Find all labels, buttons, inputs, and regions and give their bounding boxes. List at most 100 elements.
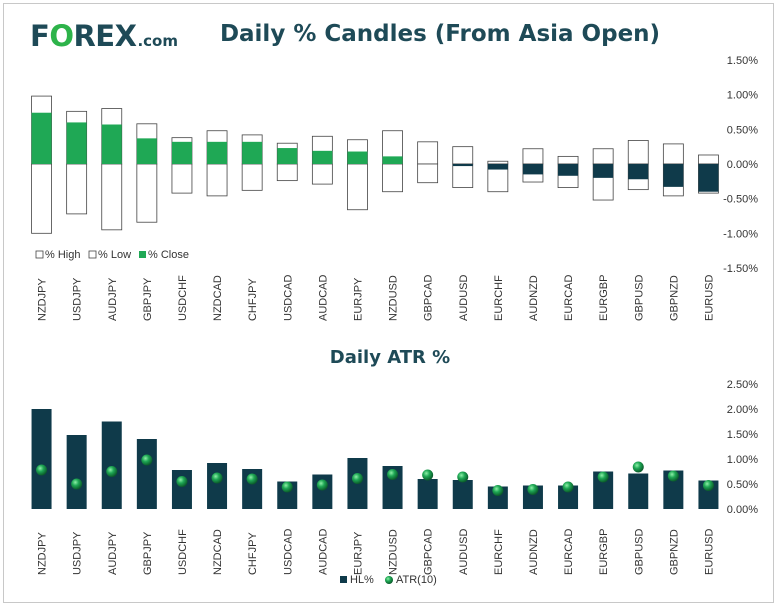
candle-low-bar — [171, 163, 193, 194]
candle-close-bar — [136, 138, 157, 164]
atr-x-label: GBPCAD — [423, 528, 435, 575]
atr-hl-bar — [101, 421, 122, 509]
candles-y-tick: -0.50% — [723, 194, 758, 206]
atr-y-tick: 1.00% — [727, 454, 758, 466]
atr-x-label: GBPUSD — [633, 528, 645, 575]
candles-x-label: EURCHF — [493, 275, 505, 321]
atr-x-label: EURGBP — [598, 529, 610, 575]
candle-high-bar — [487, 160, 509, 165]
atr-x-label: AUDCAD — [317, 528, 329, 575]
logo-pre: F — [30, 19, 50, 53]
atr-marker — [36, 464, 48, 476]
atr-marker — [422, 469, 434, 481]
candles-y-tick: 0.50% — [727, 124, 758, 136]
candle-close-bar — [171, 141, 192, 164]
candle-high-bar — [662, 143, 684, 165]
legend-high-swatch — [35, 250, 44, 259]
forex-logo: FOREX.com — [30, 18, 178, 54]
candles-y-tick: 1.50% — [727, 55, 758, 67]
atr-y-tick: 2.50% — [727, 379, 758, 391]
candle-low-bar — [241, 163, 263, 191]
candles-x-label: EURGBP — [598, 275, 610, 321]
candles-x-label: GBPJPY — [142, 277, 154, 321]
atr-marker — [457, 471, 469, 483]
candle-low-bar — [382, 163, 403, 193]
candle-low-bar — [206, 163, 228, 197]
atr-marker — [597, 471, 609, 483]
candle-close-bar — [312, 150, 333, 164]
candle-high-bar — [557, 155, 579, 165]
candle-high-bar — [522, 148, 544, 165]
legend-low-label: % Low — [98, 249, 131, 261]
candle-low-bar — [276, 163, 298, 182]
candle-high-bar — [698, 154, 719, 165]
candle-close-bar — [452, 164, 473, 167]
candle-close-bar — [101, 124, 122, 164]
candle-high-bar — [452, 146, 474, 165]
candles-x-label: GBPNZD — [668, 275, 680, 321]
candle-close-bar — [242, 141, 263, 164]
candle-high-bar — [627, 140, 649, 165]
atr-marker — [527, 484, 539, 495]
logo-post: REX — [73, 19, 137, 53]
atr-marker — [106, 466, 118, 477]
atr-x-label: USDCAD — [282, 528, 294, 575]
legend-close-label: % Close — [148, 249, 189, 261]
candle-close-bar — [487, 164, 508, 170]
atr-marker — [141, 454, 153, 466]
atr-marker — [246, 473, 258, 485]
atr-y-tick: 1.50% — [727, 429, 758, 441]
candle-close-bar — [558, 164, 579, 176]
atr-marker — [702, 480, 714, 491]
candle-low-bar — [311, 163, 333, 185]
atr-marker — [281, 481, 293, 493]
atr-x-label: EURJPY — [352, 531, 364, 575]
candle-close-bar — [277, 148, 298, 164]
candle-high-bar — [592, 148, 614, 165]
atr-marker — [351, 473, 363, 484]
candle-low-bar — [347, 163, 368, 211]
atr-marker — [492, 485, 504, 496]
candles-x-label: CHFJPY — [247, 278, 259, 321]
atr-hl-bar — [558, 485, 579, 509]
legend-low-swatch — [88, 250, 97, 259]
atr-hl-bar — [207, 463, 228, 509]
candle-high-bar — [417, 141, 439, 165]
candles-x-label: EURJPY — [352, 277, 364, 321]
atr-x-label: NZDCAD — [212, 529, 224, 575]
atr-hl-bar — [171, 470, 192, 509]
atr-hl-bar — [452, 480, 473, 509]
atr-marker — [176, 476, 188, 487]
candles-x-label: GBPCAD — [423, 274, 435, 321]
atr-x-label: EURCHF — [493, 529, 505, 575]
candle-close-bar — [382, 156, 403, 164]
candles-x-label: NZDCAD — [212, 275, 224, 321]
legend-hl-label: HL% — [350, 574, 374, 586]
candles-x-label: NZDUSD — [388, 275, 400, 321]
atr-x-label: AUDUSD — [458, 528, 470, 575]
atr-x-label: EURCAD — [563, 528, 575, 575]
atr-hl-bar — [417, 479, 438, 509]
candles-y-tick: 1.00% — [727, 90, 758, 102]
candles-y-tick: -1.50% — [723, 263, 758, 275]
atr-hl-bar — [663, 470, 684, 509]
atr-x-label: USDJPY — [72, 531, 84, 575]
atr-y-tick: 0.50% — [727, 479, 758, 491]
candles-x-label: AUDNZD — [528, 275, 540, 321]
candle-close-bar — [31, 112, 52, 164]
candles-x-label: AUDCAD — [317, 274, 329, 321]
atr-x-label: NZDJPY — [37, 532, 49, 575]
atr-chart-title: Daily ATR % — [329, 347, 451, 368]
candles-y-tick: 0.00% — [727, 159, 758, 171]
atr-x-label: USDCHF — [177, 529, 189, 575]
legend-high-label: % High — [45, 249, 80, 261]
candles-x-label: USDCAD — [282, 274, 294, 321]
candle-close-bar — [628, 164, 649, 180]
legend-atr-label: ATR(10) — [396, 574, 437, 586]
candle-low-bar — [101, 163, 123, 231]
candles-chart-title: Daily % Candles (From Asia Open) — [219, 21, 661, 47]
candle-low-bar — [136, 163, 158, 223]
candle-close-bar — [698, 164, 719, 192]
candles-x-label: USDCHF — [177, 275, 189, 321]
